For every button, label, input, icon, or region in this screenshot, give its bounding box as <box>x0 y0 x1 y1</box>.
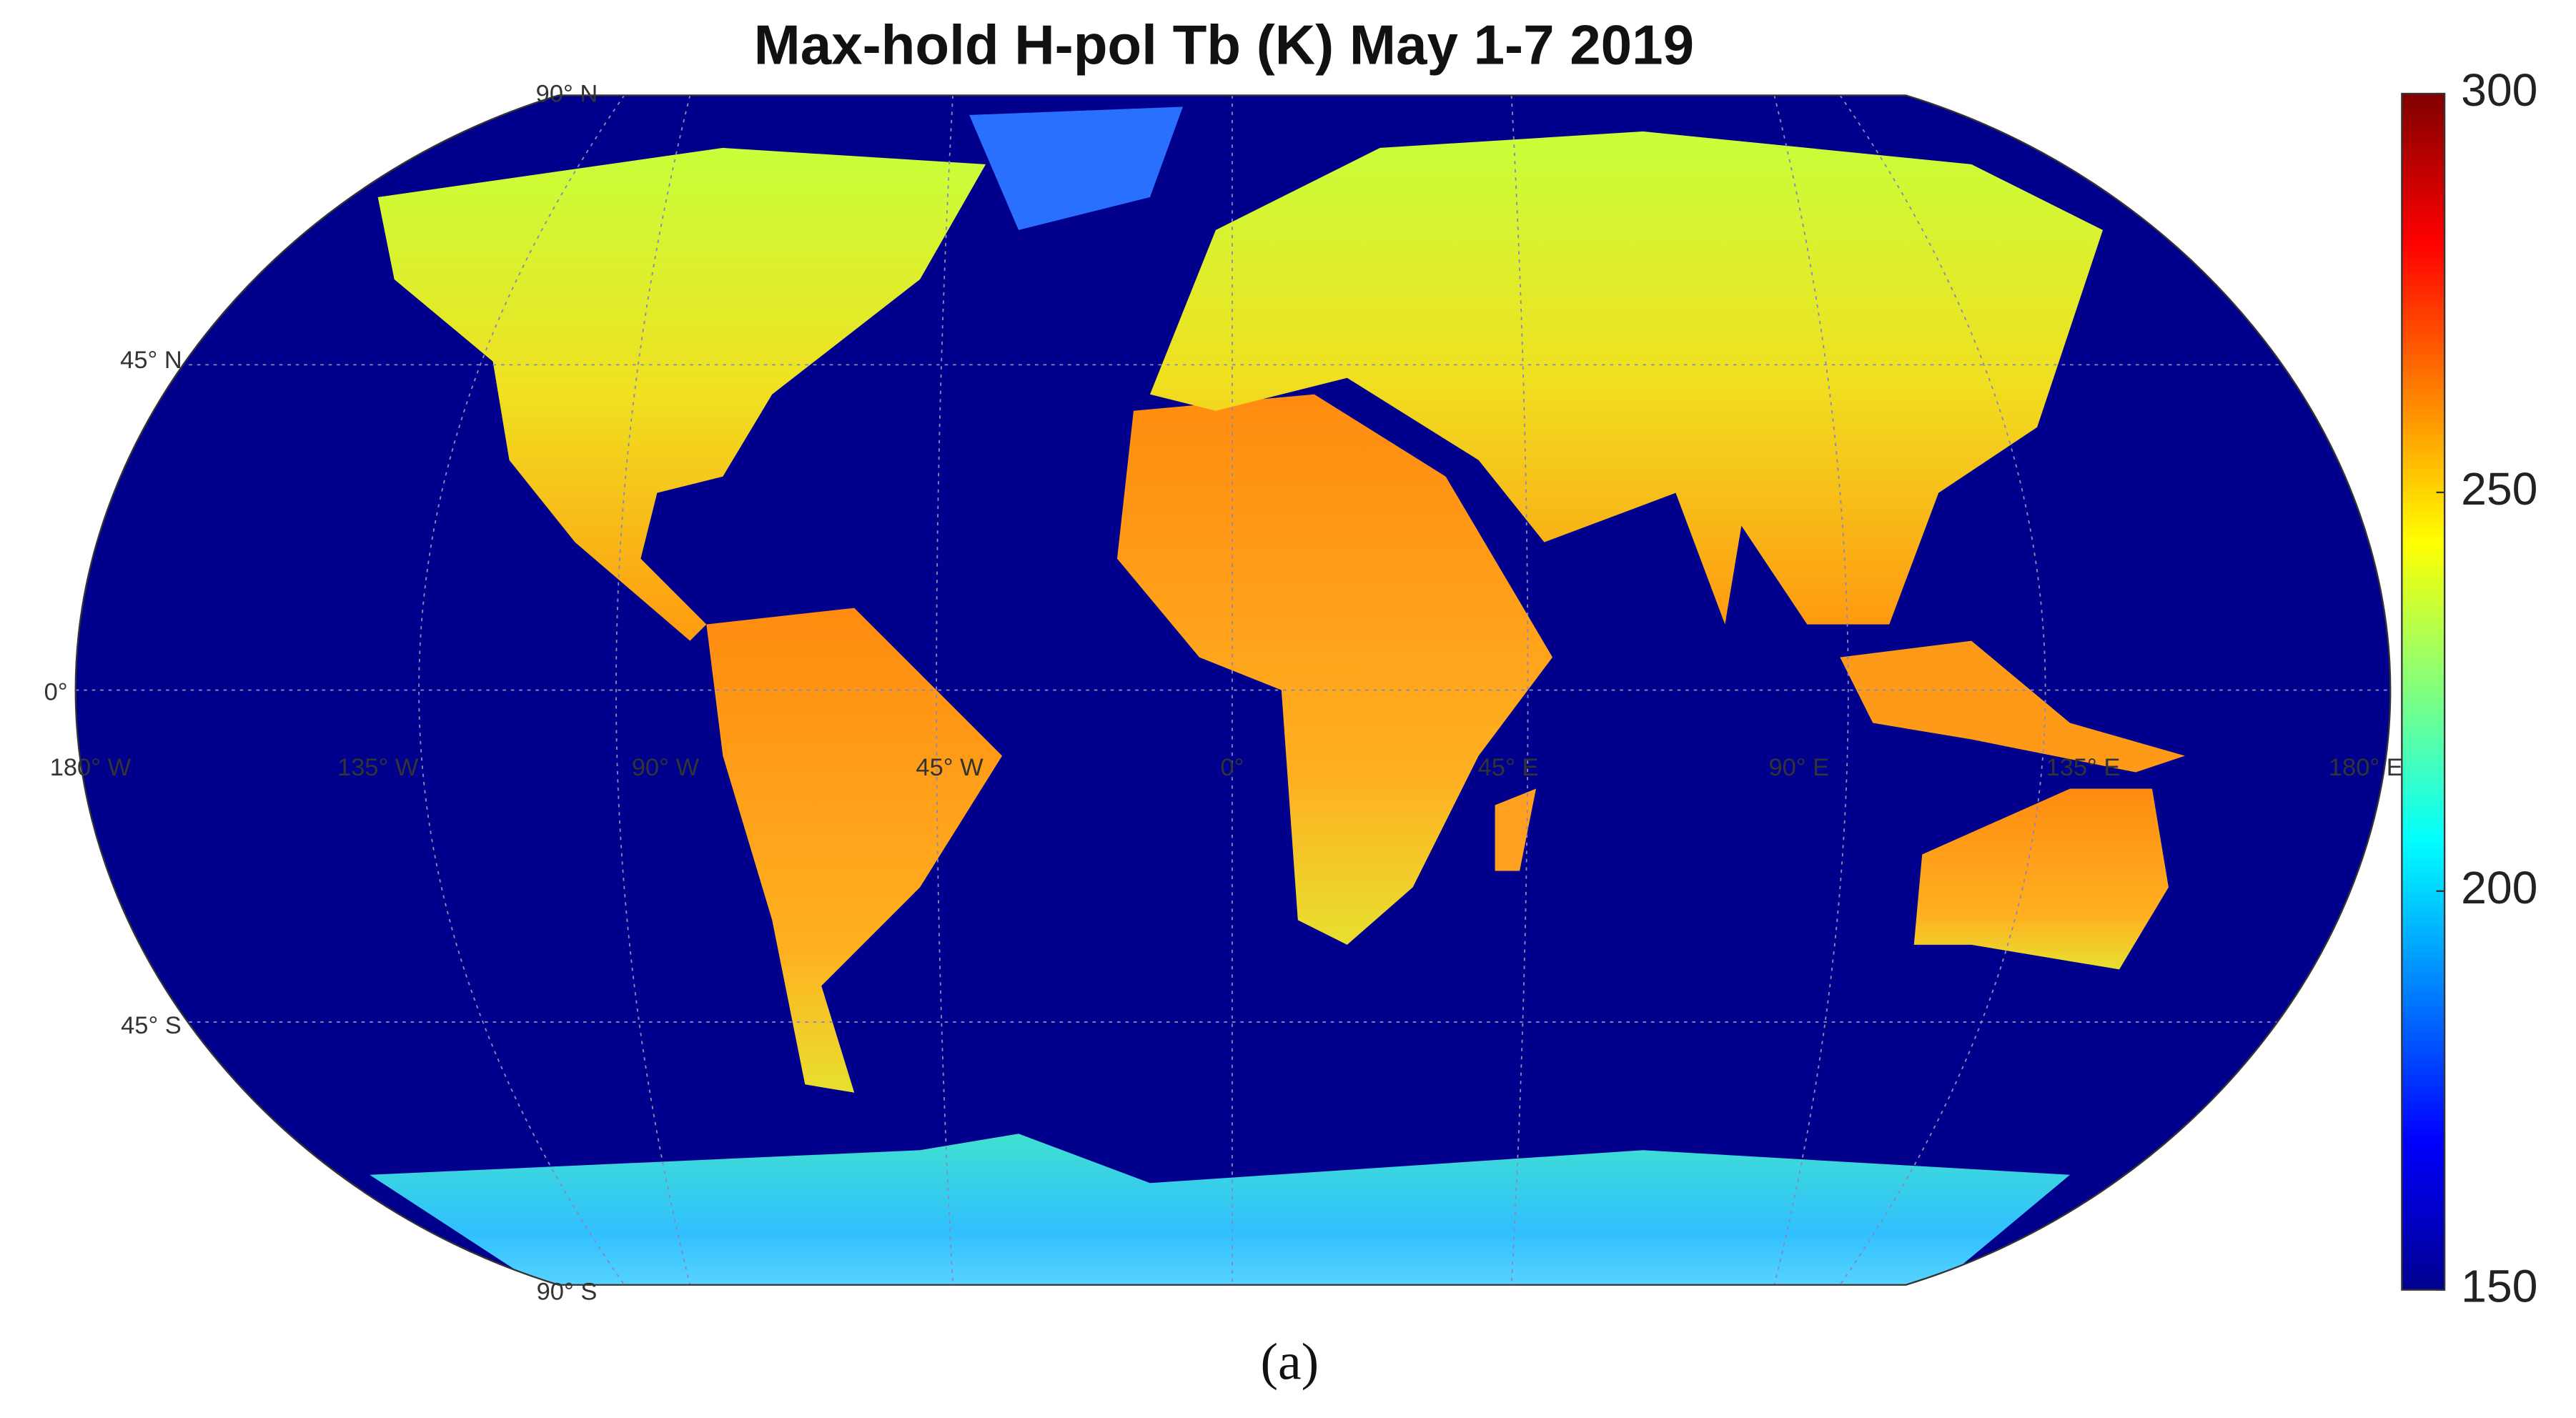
title: Max-hold H-pol Tb (K) May 1-7 2019 <box>754 14 1694 76</box>
map-frame <box>74 94 2392 1286</box>
caption: (a) <box>1260 1332 1319 1391</box>
lat-label: 90° N <box>536 80 598 107</box>
colorbar-tick-label: 250 <box>2461 463 2537 515</box>
south-america <box>706 608 1003 1093</box>
lon-label: 45° W <box>916 754 984 781</box>
lon-label: 0° <box>1220 754 1244 781</box>
colorbar <box>2401 92 2446 1291</box>
colorbar-tick-label: 300 <box>2461 64 2537 116</box>
map <box>75 95 2391 1285</box>
colorbar-ticks: 150 200 250 300 <box>2436 64 2537 1312</box>
colorbar-tick-label: 150 <box>2461 1261 2537 1312</box>
lon-label: 135° E <box>2046 754 2121 781</box>
lon-label: 135° W <box>337 754 419 781</box>
lon-label: 180° W <box>50 754 132 781</box>
lat-label: 45° N <box>120 347 182 374</box>
graticule <box>75 95 2391 1285</box>
lon-label: 180° E <box>2329 754 2403 781</box>
africa <box>1116 394 1553 945</box>
lon-label: 90° E <box>1768 754 1829 781</box>
greenland <box>969 106 1183 230</box>
north-america <box>377 147 986 641</box>
antarctica <box>370 1134 2071 1285</box>
maritime-asia <box>1840 640 2185 773</box>
colorbar-tick-label: 200 <box>2461 862 2537 913</box>
graticule-labels: 90° N 45° N 0° 45° S 90° S 180° W 135° W 90° W 4… <box>44 80 2403 1305</box>
lat-label: 90° S <box>537 1278 598 1305</box>
lat-label: 0° <box>44 678 68 705</box>
lon-label: 90° W <box>632 754 700 781</box>
eurasia <box>1149 131 2104 625</box>
madagascar <box>1495 788 1537 871</box>
lat-label: 45° S <box>121 1012 182 1039</box>
lon-label: 45° E <box>1478 754 1539 781</box>
australia <box>1913 788 2169 970</box>
